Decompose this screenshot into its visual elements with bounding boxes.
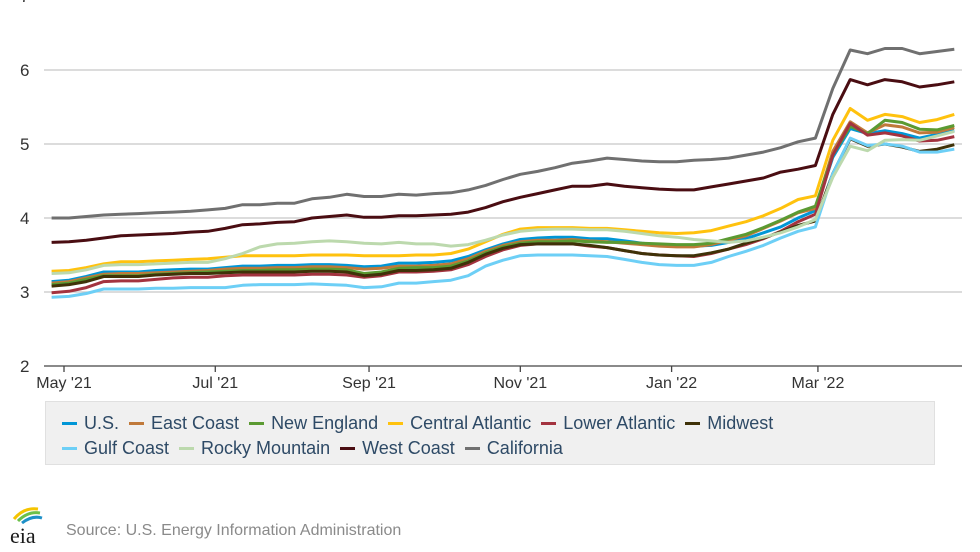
y-tick-label: 5 <box>20 135 29 154</box>
legend-item[interactable]: U.S. <box>62 413 119 434</box>
y-tick-label: 2 <box>20 357 29 376</box>
series-line-west-coast <box>51 78 955 244</box>
legend-item[interactable]: East Coast <box>129 413 239 434</box>
legend-swatch <box>249 422 265 425</box>
y-tick-label: 7 <box>20 0 29 6</box>
x-tick-label: Sep '21 <box>342 375 396 392</box>
y-tick-label: 6 <box>20 61 29 80</box>
footer: eia Source: U.S. Energy Information Admi… <box>8 505 401 545</box>
legend-item[interactable]: West Coast <box>340 438 455 459</box>
legend-label: Midwest <box>707 413 774 433</box>
y-tick-label: 3 <box>20 283 29 302</box>
svg-text:eia: eia <box>10 523 36 545</box>
line-chart: 2 3 4 5 6 7 May '21 Jul '21 Sep '21 Nov '21 Jan '… <box>20 0 962 392</box>
x-tick-label: May '21 <box>36 375 92 392</box>
legend-swatch <box>62 447 77 450</box>
x-tick-label: Nov '21 <box>493 375 547 392</box>
legend-item[interactable]: Midwest <box>685 413 773 434</box>
legend-item[interactable]: Rocky Mountain <box>179 438 330 459</box>
legend-swatch <box>62 422 77 425</box>
x-tick-label: Jan '22 <box>646 375 697 392</box>
series-lines <box>51 47 955 299</box>
series-line-rocky-mountain <box>51 129 955 275</box>
legend-swatch <box>464 447 480 450</box>
legend-label: Central Atlantic <box>410 413 532 433</box>
eia-logo: eia <box>10 507 43 545</box>
legend-label: West Coast <box>362 438 455 458</box>
y-axis: 2 3 4 5 6 7 <box>20 0 29 376</box>
legend-swatch <box>388 422 404 425</box>
legend-label: New England <box>271 413 379 433</box>
legend-label: California <box>486 438 563 458</box>
legend-item[interactable]: Gulf Coast <box>62 438 169 459</box>
legend-label: Lower Atlantic <box>563 413 676 433</box>
legend-swatch <box>340 447 356 450</box>
legend-label: East Coast <box>151 413 240 433</box>
legend-swatch <box>685 422 701 425</box>
legend-item[interactable]: New England <box>249 413 378 434</box>
legend-label: Gulf Coast <box>84 438 170 458</box>
legend-row: U.S. East Coast New England Central Atlanti… <box>62 411 934 436</box>
legend-item[interactable]: Lower Atlantic <box>541 413 675 434</box>
x-tick-label: Jul '21 <box>192 375 238 392</box>
legend-swatch <box>179 447 195 450</box>
series-line-california <box>51 47 955 220</box>
legend: U.S. East Coast New England Central Atlanti… <box>45 401 935 465</box>
legend-swatch <box>541 422 557 425</box>
legend-label: U.S. <box>84 413 120 433</box>
legend-item[interactable]: California <box>464 438 563 459</box>
legend-item[interactable]: Central Atlantic <box>388 413 531 434</box>
source-note: Source: U.S. Energy Information Administ… <box>66 522 402 539</box>
x-axis: May '21 Jul '21 Sep '21 Nov '21 Jan '22 Mar '… <box>36 365 962 392</box>
legend-swatch <box>129 422 145 425</box>
legend-label: Rocky Mountain <box>201 438 331 458</box>
legend-row: Gulf Coast Rocky Mountain West Coast Califo… <box>62 436 934 461</box>
y-tick-label: 4 <box>20 209 29 228</box>
series-line-gulf-coast <box>51 136 955 299</box>
x-tick-label: Mar '22 <box>791 375 844 392</box>
